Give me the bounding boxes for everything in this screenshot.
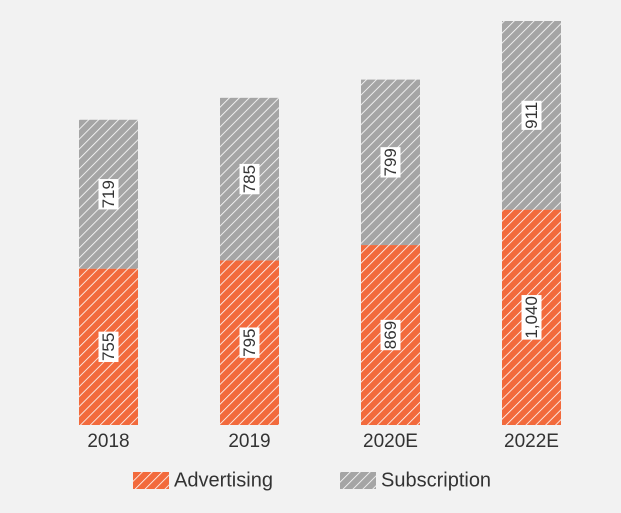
data-label-text: 799 [381,148,400,176]
legend-label: Advertising [174,469,273,491]
data-label-text: 719 [99,180,118,208]
data-label: 1,040 [521,295,542,340]
data-label: 719 [98,179,119,210]
data-label-text: 869 [381,321,400,349]
data-label-bg [380,319,401,351]
data-label-text: 1,040 [522,296,541,339]
legend-swatch [340,472,376,489]
x-tick-label: 2018 [87,431,129,452]
legend-swatch [133,472,169,489]
data-label-text: 795 [240,329,259,357]
x-tick-label: 2019 [228,431,270,452]
legend-label: Subscription [381,469,491,491]
data-label: 795 [239,327,260,358]
x-tick-label: 2022E [504,431,559,452]
data-label-bg [521,295,542,340]
data-label-text: 911 [522,102,541,129]
data-label-bg [521,100,542,130]
data-label-text: 755 [99,333,118,361]
data-label-bg [98,331,119,363]
data-label-bg [98,179,119,210]
data-label: 911 [521,100,542,130]
data-label: 755 [98,331,119,363]
data-label: 799 [380,147,401,178]
data-label-bg [239,327,260,358]
data-label: 869 [380,319,401,351]
data-label: 785 [239,163,260,195]
data-label-bg [380,147,401,178]
data-label-bg [239,163,260,195]
x-tick-label: 2020E [363,431,418,452]
data-label-text: 785 [240,165,259,193]
